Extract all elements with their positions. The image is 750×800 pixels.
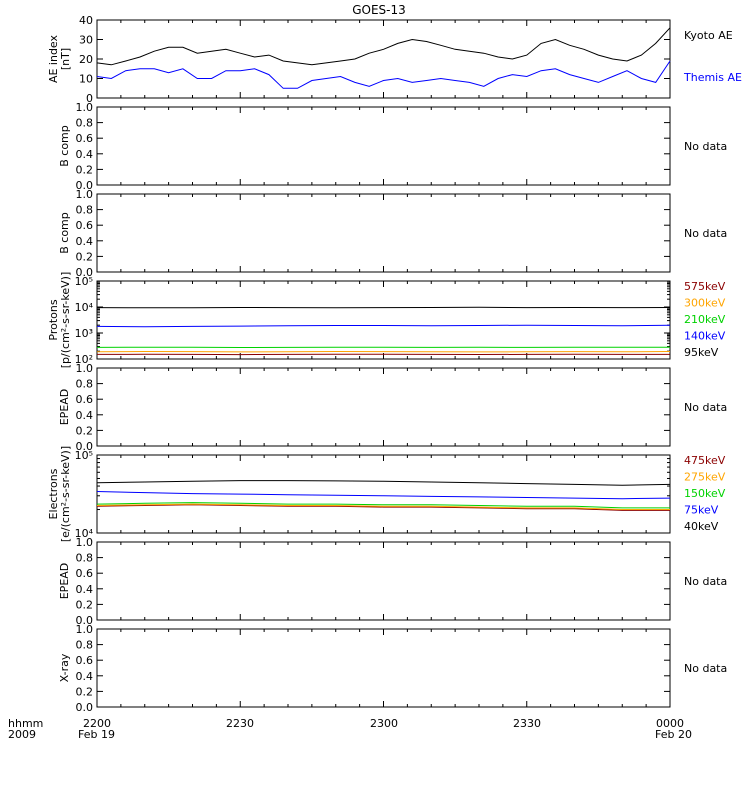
panel-frame-x-ray bbox=[96, 628, 671, 708]
y-tick-label: 1.0 bbox=[76, 188, 94, 201]
series-line-kyoto-ae bbox=[96, 27, 671, 66]
no-data-status: No data bbox=[684, 575, 727, 588]
year-label: 2009 bbox=[8, 728, 36, 741]
y-tick-label: 0.6 bbox=[76, 567, 94, 580]
no-data-status: No data bbox=[684, 227, 727, 240]
y-tick-label: 10³ bbox=[75, 327, 93, 340]
panel-frame-epead-2 bbox=[96, 541, 671, 621]
y-axis-label: [e/(cm²-s-sr-keV)] bbox=[59, 446, 72, 542]
y-tick-label: 0.8 bbox=[76, 552, 94, 565]
legend-entry: 210keV bbox=[684, 313, 726, 326]
y-tick-label: 20 bbox=[79, 53, 93, 66]
panels: 0 10 20 30 40 AE index [nT] Kyoto AE Themis AE 0.… bbox=[47, 14, 742, 714]
y-tick-label: 0.4 bbox=[76, 235, 94, 248]
y-axis-label: X-ray bbox=[58, 653, 71, 682]
y-tick-label: 0.4 bbox=[76, 670, 94, 683]
legend-entry: 275keV bbox=[684, 471, 726, 484]
y-tick-label: 10 bbox=[79, 73, 93, 86]
panel-frame-ae-index bbox=[96, 19, 671, 99]
y-tick-label: 0.2 bbox=[76, 424, 94, 437]
y-tick-label: 10⁴ bbox=[75, 301, 94, 314]
series-line-75kev bbox=[96, 491, 671, 500]
y-tick-label: 0.8 bbox=[76, 204, 94, 217]
y-tick-label: 30 bbox=[79, 34, 93, 47]
legend-entry: 140keV bbox=[684, 330, 726, 343]
y-tick-label: 0.8 bbox=[76, 639, 94, 652]
y-tick-label: 0.6 bbox=[76, 132, 94, 145]
panel-frame-b-comp-2 bbox=[96, 193, 671, 273]
y-tick-label: 0.6 bbox=[76, 654, 94, 667]
y-axis-label: AE index bbox=[47, 34, 60, 83]
legend-entry: Themis AE bbox=[683, 71, 742, 84]
y-tick-label: 0.0 bbox=[76, 266, 94, 279]
plot-title: GOES-13 bbox=[352, 3, 406, 17]
y-tick-label: 0.6 bbox=[76, 393, 94, 406]
y-tick-label: 0.2 bbox=[76, 250, 94, 263]
no-data-status: No data bbox=[684, 140, 727, 153]
y-tick-label: 0.0 bbox=[76, 614, 94, 627]
series-line-275kev bbox=[96, 503, 670, 510]
y-axis-label: EPEAD bbox=[58, 563, 71, 600]
y-tick-label: 0.2 bbox=[76, 163, 94, 176]
y-tick-label: 0.8 bbox=[76, 378, 94, 391]
date-label-start: Feb 19 bbox=[78, 728, 115, 741]
y-tick-label: 0.4 bbox=[76, 409, 94, 422]
date-label-end: Feb 20 bbox=[655, 728, 692, 741]
legend-entry: 575keV bbox=[684, 280, 726, 293]
legend-entry: 300keV bbox=[684, 297, 726, 310]
y-tick-label: 0.2 bbox=[76, 598, 94, 611]
legend-entry: 40keV bbox=[684, 520, 719, 533]
y-tick-label: 0.4 bbox=[76, 148, 94, 161]
no-data-status: No data bbox=[684, 401, 727, 414]
y-axis-label: EPEAD bbox=[58, 389, 71, 426]
y-tick-label: 10⁵ bbox=[75, 275, 93, 288]
y-tick-label: 1.0 bbox=[76, 362, 94, 375]
y-tick-label: 1.0 bbox=[76, 101, 94, 114]
legend-entry: Kyoto AE bbox=[684, 29, 733, 42]
y-tick-label: 0.0 bbox=[76, 179, 94, 192]
series-line-475kev bbox=[96, 504, 670, 511]
y-tick-label: 40 bbox=[79, 14, 93, 27]
y-tick-label: 0.2 bbox=[76, 685, 94, 698]
y-tick-label: 10⁵ bbox=[75, 449, 93, 462]
y-tick-label: 0 bbox=[86, 92, 93, 105]
legend-entry: 75keV bbox=[684, 504, 719, 517]
y-axis-label: Protons bbox=[47, 299, 60, 340]
time-axis-footer: hhmm 2009 2200 2230 2300 2330 0000 Feb 1… bbox=[8, 717, 692, 741]
series-line-95kev bbox=[96, 306, 671, 309]
series-line-150kev bbox=[96, 502, 670, 509]
y-tick-label: 1.0 bbox=[76, 623, 94, 636]
series-line-40kev bbox=[96, 480, 671, 486]
x-tick-label-2330: 2330 bbox=[513, 717, 541, 730]
y-tick-label: 0.4 bbox=[76, 583, 94, 596]
y-tick-label: 10⁴ bbox=[75, 527, 94, 540]
panel-frame-electrons bbox=[96, 454, 671, 534]
hhmm-label: hhmm bbox=[8, 717, 43, 730]
x-tick-label-2300: 2300 bbox=[370, 717, 398, 730]
x-tick-label-2200: 2200 bbox=[83, 717, 111, 730]
panel-frame-b-comp-1 bbox=[96, 106, 671, 186]
y-tick-label: 0.8 bbox=[76, 117, 94, 130]
legend-entry: 475keV bbox=[684, 454, 726, 467]
series-line-themis-ae bbox=[96, 60, 671, 89]
y-axis-label: [nT] bbox=[59, 48, 72, 70]
series-line-140kev bbox=[96, 324, 671, 328]
y-tick-label: 1.0 bbox=[76, 536, 94, 549]
y-tick-label: 0.0 bbox=[76, 701, 94, 714]
y-axis-label: B comp bbox=[58, 125, 71, 167]
panel-frame-epead-1 bbox=[96, 367, 671, 447]
x-tick-label-0000: 0000 bbox=[656, 717, 684, 730]
legend-entry: 95keV bbox=[684, 346, 719, 359]
no-data-status: No data bbox=[684, 662, 727, 675]
y-axis-label: B comp bbox=[58, 212, 71, 254]
y-axis-label: [p/(cm²-s-sr-keV)] bbox=[59, 272, 72, 369]
y-tick-label: 0.6 bbox=[76, 219, 94, 232]
legend-entry: 150keV bbox=[684, 487, 726, 500]
x-tick-label-2230: 2230 bbox=[226, 717, 254, 730]
y-axis-label: Electrons bbox=[47, 468, 60, 519]
y-tick-label: 10² bbox=[75, 353, 93, 366]
y-tick-label: 0.0 bbox=[76, 440, 94, 453]
